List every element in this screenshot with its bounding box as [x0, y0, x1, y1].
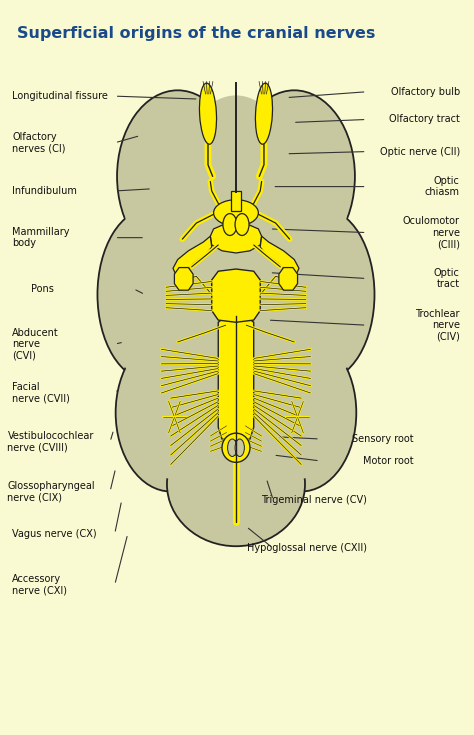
Ellipse shape — [129, 351, 220, 479]
Ellipse shape — [117, 90, 238, 262]
Text: Accessory
nerve (CXI): Accessory nerve (CXI) — [12, 574, 67, 595]
Ellipse shape — [235, 214, 249, 235]
Ellipse shape — [222, 433, 250, 462]
Ellipse shape — [255, 83, 273, 144]
Text: Trochlear
nerve
(CIV): Trochlear nerve (CIV) — [415, 309, 460, 342]
Text: Pons: Pons — [31, 284, 54, 294]
Text: Optic
tract: Optic tract — [434, 268, 460, 290]
Ellipse shape — [214, 200, 258, 226]
Ellipse shape — [175, 433, 297, 532]
Polygon shape — [279, 268, 298, 290]
Text: Olfactory bulb: Olfactory bulb — [391, 87, 460, 97]
Ellipse shape — [235, 439, 245, 456]
Ellipse shape — [167, 422, 305, 546]
Ellipse shape — [275, 237, 363, 384]
Text: Oculomotor
nerve
(CIII): Oculomotor nerve (CIII) — [403, 216, 460, 249]
Ellipse shape — [148, 96, 324, 501]
Polygon shape — [260, 236, 299, 276]
Ellipse shape — [228, 439, 237, 456]
Text: Vestibulocochlear
nerve (CVIII): Vestibulocochlear nerve (CVIII) — [8, 431, 94, 453]
Ellipse shape — [223, 214, 237, 235]
Text: Glossopharyngeal
nerve (CIX): Glossopharyngeal nerve (CIX) — [8, 481, 95, 502]
Text: Mammillary
body: Mammillary body — [12, 227, 70, 248]
Text: Infundibulum: Infundibulum — [12, 186, 77, 196]
Text: Olfactory
nerves (CI): Olfactory nerves (CI) — [12, 132, 65, 154]
Text: Hypoglossal nerve (CXII): Hypoglossal nerve (CXII) — [246, 543, 366, 553]
Polygon shape — [212, 269, 260, 322]
Polygon shape — [173, 236, 212, 276]
Text: Longitudinal fissure: Longitudinal fissure — [12, 91, 108, 101]
Ellipse shape — [241, 137, 348, 269]
Ellipse shape — [143, 98, 329, 528]
Text: Superficial origins of the cranial nerves: Superficial origins of the cranial nerve… — [17, 26, 375, 41]
Ellipse shape — [231, 440, 241, 455]
Ellipse shape — [246, 334, 356, 492]
Polygon shape — [231, 191, 241, 212]
Ellipse shape — [109, 237, 197, 384]
Ellipse shape — [116, 334, 226, 492]
Text: Facial
nerve (CVII): Facial nerve (CVII) — [12, 382, 70, 404]
Text: Optic nerve (CII): Optic nerve (CII) — [380, 146, 460, 157]
Ellipse shape — [234, 90, 355, 262]
Text: Abducent
nerve
(CVI): Abducent nerve (CVI) — [12, 328, 59, 361]
Text: Olfactory tract: Olfactory tract — [389, 115, 460, 124]
Text: Sensory root: Sensory root — [352, 434, 413, 444]
Ellipse shape — [200, 83, 217, 144]
Text: Motor root: Motor root — [363, 456, 413, 466]
Ellipse shape — [98, 209, 202, 381]
Polygon shape — [218, 315, 254, 442]
Text: Vagus nerve (CX): Vagus nerve (CX) — [12, 528, 97, 539]
Ellipse shape — [252, 351, 343, 479]
Ellipse shape — [270, 209, 374, 381]
Text: Trigeminal nerve (CV): Trigeminal nerve (CV) — [261, 495, 366, 505]
Ellipse shape — [124, 137, 231, 269]
Polygon shape — [210, 223, 262, 253]
Polygon shape — [174, 268, 193, 290]
Text: Optic
chiasm: Optic chiasm — [425, 176, 460, 198]
